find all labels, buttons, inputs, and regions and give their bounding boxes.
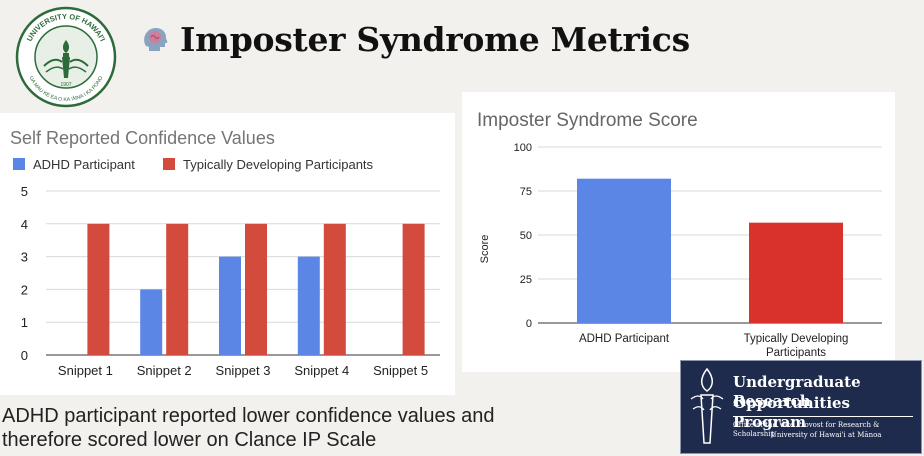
caption-line-1: ADHD participant reported lower confiden… — [2, 405, 495, 427]
x-tick-label: Snippet 2 — [137, 363, 192, 378]
badge-sub-2: University of Hawai'i at Mānoa — [771, 431, 882, 439]
confidence-chart-svg: Self Reported Confidence Values ADHD Par… — [10, 128, 440, 378]
y-tick-label: 2 — [21, 282, 28, 297]
bar-td-1 — [87, 223, 110, 355]
x-tick-label: ADHD Participant — [579, 333, 670, 345]
urop-badge: Undergraduate Research Opportunities Pro… — [680, 360, 922, 454]
legend-label-1: Typically Developing Participants — [183, 157, 374, 172]
chart1-title: Self Reported Confidence Values — [10, 128, 275, 148]
legend-label-0: ADHD Participant — [33, 157, 135, 172]
brain-head-icon — [144, 27, 168, 51]
score-bar-1 — [577, 178, 671, 323]
x-tick-label: Snippet 5 — [373, 363, 428, 378]
y-tick-label: 75 — [520, 186, 532, 198]
chart1-legend: ADHD Participant Typically Developing Par… — [13, 157, 374, 172]
bar-td-5 — [402, 223, 425, 355]
imposter-score-chart: Imposter Syndrome Score Score 0 25 50 75 100… — [462, 92, 895, 372]
chart2-y-axis-label: Score — [479, 235, 491, 264]
chart1-grid: 0 1 2 3 4 5 — [21, 184, 440, 363]
legend-swatch-1 — [163, 158, 175, 170]
chart2-bars — [577, 178, 843, 323]
university-seal-icon: UNIVERSITY OF HAWAI'I UA MAU KE EA O KA … — [15, 6, 117, 108]
caption-line-2: therefore scored lower on Clance IP Scal… — [2, 429, 377, 451]
y-tick-label: 4 — [21, 217, 28, 232]
chart2-x-labels: ADHD Participant Typically Developing Part… — [579, 333, 848, 359]
bar-td-4 — [323, 223, 346, 355]
caption: ADHD participant reported lower confiden… — [2, 404, 702, 452]
seal-year: 1907 — [60, 82, 71, 88]
y-tick-label: 0 — [526, 318, 532, 330]
university-logo: UNIVERSITY OF HAWAI'I UA MAU KE EA O KA … — [14, 6, 118, 108]
chart1-x-labels: Snippet 1 Snippet 2 Snippet 3 Snippet 4 Snip… — [58, 363, 428, 378]
bar-adhd-2 — [140, 289, 163, 355]
page-title: Imposter Syndrome Metrics — [180, 19, 690, 59]
chart2-title: Imposter Syndrome Score — [477, 110, 698, 131]
x-tick-label: Snippet 4 — [294, 363, 349, 378]
score-bar-2 — [749, 222, 843, 323]
y-tick-label: 100 — [514, 142, 532, 154]
bar-td-2 — [166, 223, 189, 355]
imposter-score-chart-svg: Imposter Syndrome Score Score 0 25 50 75 100… — [477, 110, 882, 359]
confidence-chart: Self Reported Confidence Values ADHD Par… — [0, 113, 455, 395]
bar-adhd-4 — [297, 256, 320, 355]
legend-swatch-0 — [13, 158, 25, 170]
y-tick-label: 1 — [21, 315, 28, 330]
badge-line-2: Opportunities Program — [733, 394, 851, 431]
x-tick-label: Snippet 3 — [216, 363, 271, 378]
badge-sub-1: Office of the Vice Provost for Research … — [733, 421, 880, 438]
badge-divider — [733, 416, 913, 417]
y-tick-label: 0 — [21, 348, 28, 363]
page-header: Imposter Syndrome Metrics — [140, 14, 690, 64]
bar-adhd-3 — [219, 256, 241, 355]
torch-icon — [690, 367, 724, 444]
chart1-bars — [87, 223, 425, 355]
x-tick-label: Snippet 1 — [58, 363, 113, 378]
y-tick-label: 5 — [21, 184, 28, 199]
y-tick-label: 3 — [21, 250, 28, 265]
x-tick-label: Typically Developing Participants — [744, 333, 849, 359]
badge-line-1: Undergraduate Research — [733, 373, 861, 410]
y-tick-label: 50 — [520, 230, 532, 242]
bar-td-3 — [245, 223, 267, 355]
y-tick-label: 25 — [520, 274, 532, 286]
